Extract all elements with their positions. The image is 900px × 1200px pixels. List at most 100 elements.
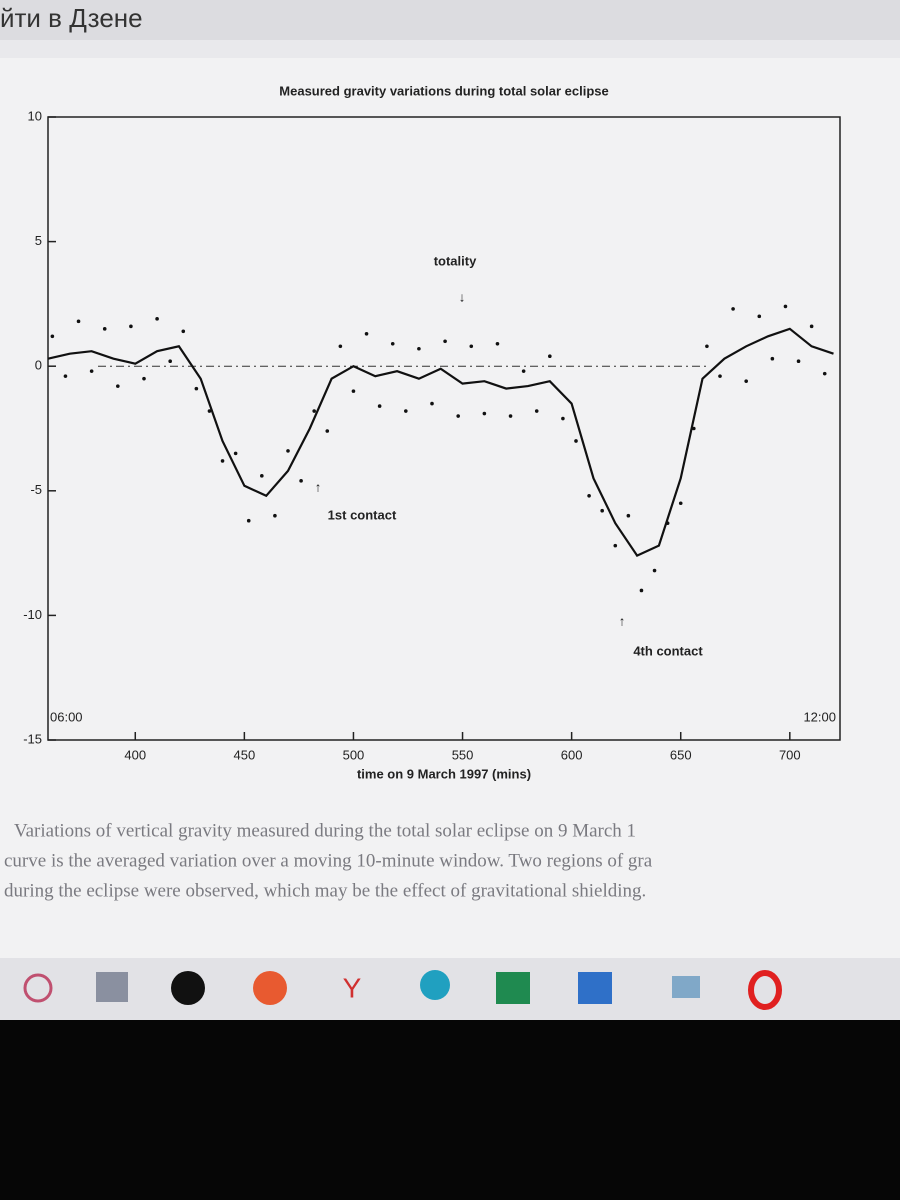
x-tick-label: 550 <box>452 747 474 762</box>
data-point <box>89 369 94 373</box>
data-point <box>338 344 343 349</box>
y-tick-label: 0 <box>35 358 42 373</box>
annotation: 1st contact <box>328 507 397 522</box>
data-point <box>705 344 709 349</box>
data-point <box>757 314 762 319</box>
data-point <box>718 374 722 378</box>
y-tick-label: 10 <box>28 108 42 123</box>
data-point <box>116 384 120 388</box>
header: йти в Дзене <box>0 3 143 33</box>
data-point <box>822 371 827 376</box>
app-icon[interactable] <box>171 971 205 1005</box>
app-icon[interactable]: Y <box>343 972 362 1003</box>
data-point <box>260 474 264 478</box>
plot-frame <box>47 116 841 741</box>
data-point <box>469 344 474 349</box>
data-point <box>639 588 644 593</box>
data-point <box>50 334 55 339</box>
caption-line: during the eclipse were observed, which … <box>4 880 646 901</box>
averaged-line <box>47 327 834 557</box>
y-tick-label: -5 <box>30 482 42 497</box>
app-icon[interactable] <box>23 973 53 1003</box>
data-point <box>482 411 487 416</box>
data-point <box>561 416 565 421</box>
app-icon[interactable] <box>96 972 128 1002</box>
data-point <box>534 409 539 413</box>
x-tick-label: 600 <box>561 747 583 762</box>
data-point <box>129 324 133 329</box>
data-point <box>404 409 408 413</box>
data-point <box>744 379 748 383</box>
x-tick-label: 650 <box>670 747 692 762</box>
app-icon[interactable] <box>253 971 287 1005</box>
x-tick-label: 700 <box>779 747 801 762</box>
app-icon[interactable] <box>578 972 612 1004</box>
arrow: ↓ <box>459 289 466 304</box>
data-point <box>809 324 814 329</box>
data-point <box>783 304 788 309</box>
x-tick-label: 450 <box>234 747 256 762</box>
data-point <box>194 386 199 391</box>
x-tick-label: 400 <box>124 747 146 762</box>
caption-line: Variations of vertical gravity measured … <box>14 820 636 841</box>
caption-line: curve is the averaged variation over a m… <box>4 850 653 871</box>
annotation: totality <box>434 253 477 268</box>
data-point <box>377 404 382 408</box>
arrow: ↑ <box>315 479 322 494</box>
data-point <box>181 329 186 334</box>
annotation: 12:00 <box>803 709 836 724</box>
data-point <box>168 359 172 364</box>
data-point <box>548 354 552 359</box>
annotation: 4th contact <box>633 643 703 658</box>
data-point <box>613 543 618 548</box>
data-point <box>521 369 526 373</box>
chart: Measured gravity variations during total… <box>23 83 841 781</box>
data-point <box>220 459 225 463</box>
data-point <box>678 501 683 506</box>
data-point <box>770 356 775 361</box>
data-point <box>63 374 68 378</box>
data-point <box>587 493 591 498</box>
data-point <box>325 429 330 433</box>
annotation: 06:00 <box>50 709 83 724</box>
data-point <box>142 376 146 381</box>
data-point <box>312 409 316 413</box>
data-point <box>286 449 290 453</box>
data-point <box>495 341 500 346</box>
y-tick-label: -15 <box>23 731 42 746</box>
y-tick-label: -10 <box>23 607 42 622</box>
data-point <box>652 568 657 573</box>
data-point <box>731 307 735 311</box>
app-icon[interactable] <box>420 970 450 1000</box>
chart-title: Measured gravity variations during total… <box>279 83 608 98</box>
data-point <box>246 518 251 523</box>
data-point <box>299 479 303 483</box>
data-point <box>390 341 395 346</box>
data-point <box>430 401 434 406</box>
bezel <box>0 1020 900 1200</box>
app-icon[interactable] <box>748 970 782 1010</box>
x-tick-label: 500 <box>343 747 365 762</box>
y-tick-label: 5 <box>35 233 42 248</box>
data-point <box>417 346 421 351</box>
data-point <box>233 451 238 456</box>
arrow: ↑ <box>619 613 626 628</box>
data-point <box>273 513 277 518</box>
data-point <box>207 409 212 413</box>
data-point <box>102 327 107 331</box>
data-point <box>796 359 801 364</box>
app-icon[interactable] <box>672 976 700 998</box>
data-point <box>600 508 604 513</box>
taskbar <box>0 958 900 1020</box>
data-point <box>456 414 460 418</box>
data-point <box>508 414 513 418</box>
data-point <box>364 332 369 336</box>
data-point <box>574 439 578 443</box>
data-point <box>443 339 447 344</box>
x-axis-label: time on 9 March 1997 (mins) <box>357 766 531 781</box>
data-point <box>155 317 159 321</box>
data-point <box>626 513 631 518</box>
top-bar <box>0 0 900 40</box>
app-icon[interactable] <box>496 972 530 1004</box>
